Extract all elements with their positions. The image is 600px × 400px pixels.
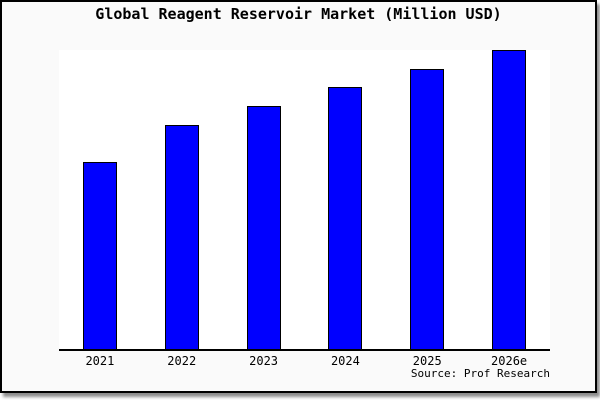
x-tick-2026e: 2026e [491, 354, 528, 368]
chart-title: Global Reagent Reservoir Market (Million… [95, 5, 502, 23]
bar-2025 [410, 68, 445, 351]
x-axis-line [59, 349, 550, 351]
x-tick-2022: 2022 [167, 354, 197, 368]
x-tick-2025: 2025 [412, 354, 442, 368]
bar-2023 [246, 105, 281, 351]
x-tick-2021: 2021 [85, 354, 115, 368]
plot-area [59, 50, 550, 351]
bar-2026e [492, 50, 527, 351]
x-tick-2023: 2023 [249, 354, 279, 368]
x-axis-labels: 2021 2022 2023 2024 2025 2026e [59, 354, 550, 369]
bar-2024 [328, 87, 363, 351]
bar-2022 [164, 124, 199, 351]
source-credit: Source: Prof Research [410, 367, 550, 380]
x-tick-2024: 2024 [330, 354, 360, 368]
bar-2021 [82, 161, 117, 351]
